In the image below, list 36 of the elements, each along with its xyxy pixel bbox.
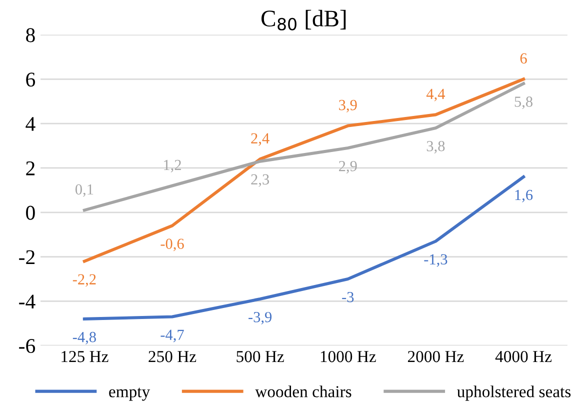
y-tick-label: 0 xyxy=(26,206,35,220)
data-label: 6 xyxy=(520,53,527,64)
y-tick-label: 2 xyxy=(26,161,35,176)
data-label: 2,4 xyxy=(251,133,270,146)
data-label: -4,7 xyxy=(160,330,184,342)
data-label: -3 xyxy=(342,292,354,302)
x-tick-label: 125 Hz xyxy=(62,350,108,362)
y-tick-label: 6 xyxy=(26,72,36,87)
data-label: -4,8 xyxy=(72,332,96,344)
x-tick-label: 500 Hz xyxy=(236,350,284,362)
x-tick-label: 1000 Hz xyxy=(320,350,376,362)
x-tick-label: 4000 Hz xyxy=(495,350,552,362)
data-label: 3,8 xyxy=(426,140,445,154)
y-tick-label: -2 xyxy=(19,250,35,264)
chart-title: C$_{80}$ [dB] xyxy=(262,10,346,30)
data-label: -0,6 xyxy=(160,238,184,252)
data-label: 2,9 xyxy=(339,160,357,174)
y-tick-label: -4 xyxy=(19,294,36,308)
data-label: 1,6 xyxy=(515,190,533,202)
data-label: -3,9 xyxy=(248,312,272,324)
y-tick-label: 4 xyxy=(26,117,36,131)
y-tick-label: -6 xyxy=(19,339,36,354)
x-tick-label: 250 Hz xyxy=(148,350,196,362)
x-tick-label: 2000 Hz xyxy=(408,350,464,362)
data-label: 1,2 xyxy=(164,160,181,172)
data-label: 4,4 xyxy=(426,88,446,102)
legend-label: upholstered seats xyxy=(457,386,571,401)
data-label: -2,2 xyxy=(72,274,96,287)
legend-label: wooden chairs xyxy=(255,386,352,398)
data-label: 2,3 xyxy=(251,174,270,187)
legend-label: empty xyxy=(109,388,150,401)
y-tick-label: 8 xyxy=(26,28,35,42)
data-label: -1,3 xyxy=(424,254,448,267)
data-label: 5,8 xyxy=(514,96,532,110)
data-label: 0,1 xyxy=(75,184,94,197)
data-label: 3,9 xyxy=(339,100,357,112)
